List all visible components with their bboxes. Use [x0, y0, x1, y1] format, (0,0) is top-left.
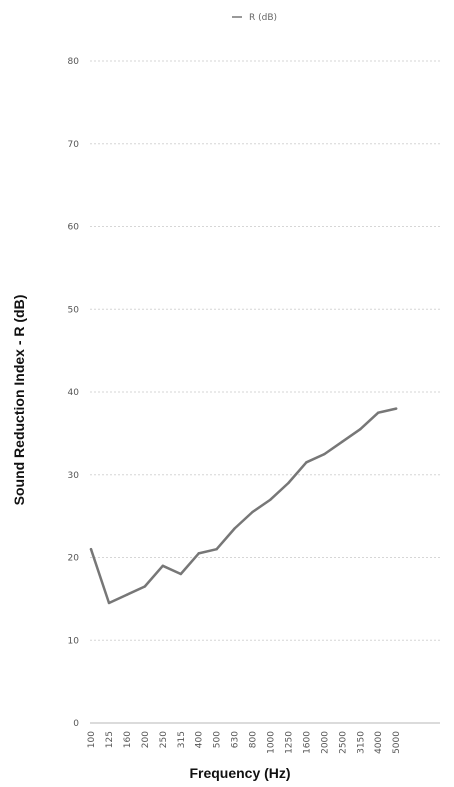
x-tick-label-630: 630	[231, 731, 241, 748]
data-point-250	[161, 564, 164, 567]
x-tick-label-250: 250	[159, 731, 169, 748]
data-point-800	[251, 510, 254, 514]
y-tick-label-70: 70	[68, 140, 80, 150]
data-point-2500	[341, 440, 344, 443]
x-tick-label-500: 500	[213, 731, 223, 748]
data-point-4000	[377, 411, 380, 414]
x-tick-label-3150: 3150	[356, 731, 366, 754]
x-tick-label-315: 315	[177, 731, 187, 748]
data-point-160	[125, 593, 129, 596]
gridlines	[90, 60, 440, 641]
y-tick-label-80: 80	[68, 57, 80, 67]
data-point-315	[179, 572, 182, 576]
x-tick-label-200: 200	[141, 731, 151, 748]
x-tick-label-800: 800	[249, 731, 259, 748]
y-tick-label-30: 30	[68, 471, 80, 481]
x-tick-label-1250: 1250	[284, 731, 294, 754]
data-point-100	[89, 548, 93, 551]
data-point-125	[107, 601, 111, 605]
legend-label: R (dB)	[249, 13, 277, 23]
y-tick-label-0: 0	[73, 719, 79, 729]
data-point-1600	[305, 461, 308, 464]
x-tick-label-125: 125	[105, 731, 115, 748]
data-point-1000	[269, 498, 272, 501]
y-tick-labels: 0 10 20 30 40 50 60 70 80	[68, 57, 80, 729]
y-tick-label-20: 20	[68, 554, 80, 564]
x-tick-labels: 100 125 160 200 250 315 400 500 630 800 1000 1250 16…	[87, 731, 402, 754]
x-tick-label-2000: 2000	[320, 731, 330, 754]
x-tick-label-400: 400	[195, 731, 205, 748]
y-axis-title: Sound Reduction Index - R (dB)	[11, 295, 27, 506]
x-tick-label-4000: 4000	[374, 731, 384, 754]
y-tick-label-60: 60	[68, 223, 80, 233]
y-tick-label-50: 50	[68, 305, 80, 315]
data-point-2000	[323, 452, 326, 456]
x-tick-label-160: 160	[123, 731, 133, 748]
data-point-500	[215, 548, 218, 551]
y-tick-label-10: 10	[68, 636, 80, 646]
x-tick-label-2500: 2500	[338, 731, 348, 754]
legend: R (dB)	[232, 13, 277, 23]
series-line-0	[89, 407, 398, 605]
data-point-1250	[287, 481, 290, 485]
x-tick-label-1600: 1600	[302, 731, 312, 754]
data-point-630	[233, 527, 236, 530]
x-tick-label-100: 100	[87, 731, 97, 748]
data-point-200	[143, 585, 147, 588]
x-tick-label-5000: 5000	[392, 731, 402, 754]
data-point-400	[197, 552, 200, 555]
data-point-5000	[394, 407, 398, 410]
x-axis-title: Frequency (Hz)	[189, 765, 290, 781]
data-point-3150	[359, 428, 362, 431]
series-layer	[89, 407, 398, 605]
y-tick-label-40: 40	[68, 388, 80, 398]
x-tick-label-1000: 1000	[267, 731, 277, 754]
